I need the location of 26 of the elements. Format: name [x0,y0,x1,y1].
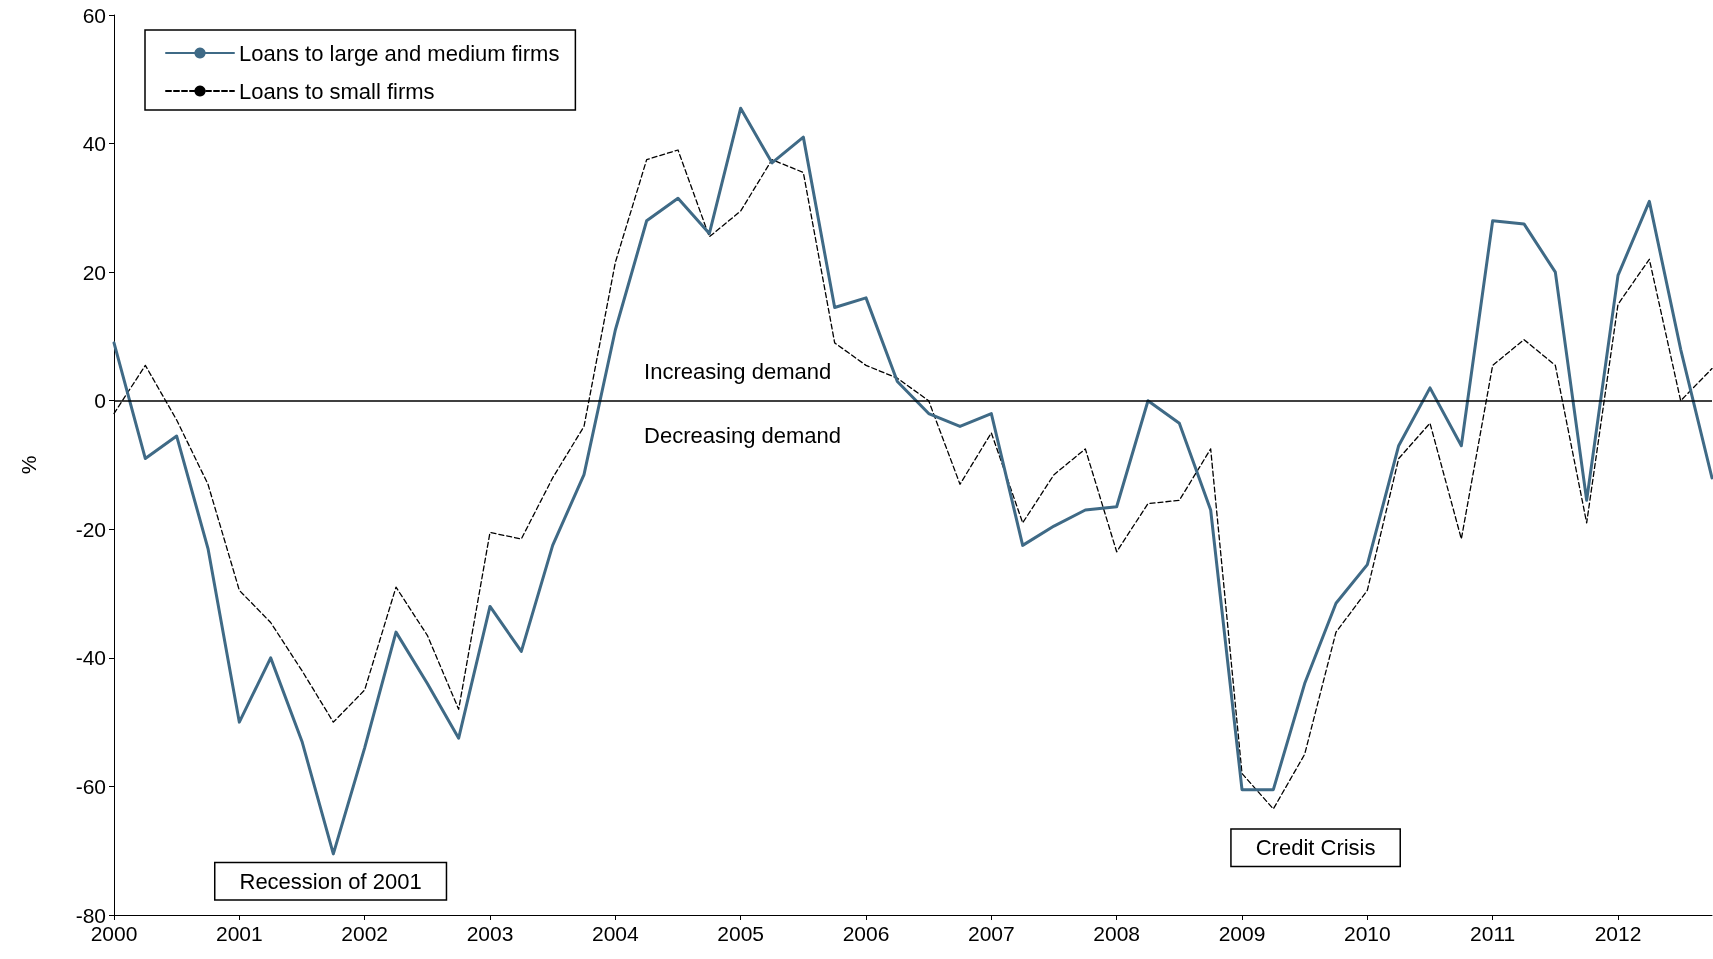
legend-label: Loans to small firms [239,78,435,104]
x-tick-label: 2002 [341,922,389,945]
x-tick-label: 2012 [1594,922,1642,945]
x-tick-label: 2006 [842,922,890,945]
legend-label: Loans to large and medium firms [239,40,560,66]
y-tick-label: 0 [94,389,106,413]
annotation: Credit Crisis [1255,835,1376,861]
x-tick-label: 2004 [591,922,640,945]
y-tick-label: 20 [82,260,106,284]
x-tick-label: 2010 [1343,922,1391,945]
y-tick-label: 40 [82,132,106,156]
y-tick-label: -60 [75,774,106,798]
x-tick-label: 2011 [1470,922,1516,945]
y-axis-title: % [17,455,40,475]
annotation: Decreasing demand [644,422,841,448]
y-tick-label: -40 [75,646,106,670]
x-tick-label: 2009 [1218,922,1266,945]
x-tick-label: 2001 [215,922,263,945]
annotation: Recession of 2001 [239,868,422,894]
y-tick-label: -20 [75,517,106,541]
x-tick-label: 2008 [1093,922,1141,945]
y-tick-label: 60 [82,3,106,27]
x-tick-label: 2003 [466,922,514,945]
annotation: Increasing demand [644,358,832,384]
x-tick-label: 2005 [717,922,765,945]
x-tick-label: 2007 [967,922,1015,945]
